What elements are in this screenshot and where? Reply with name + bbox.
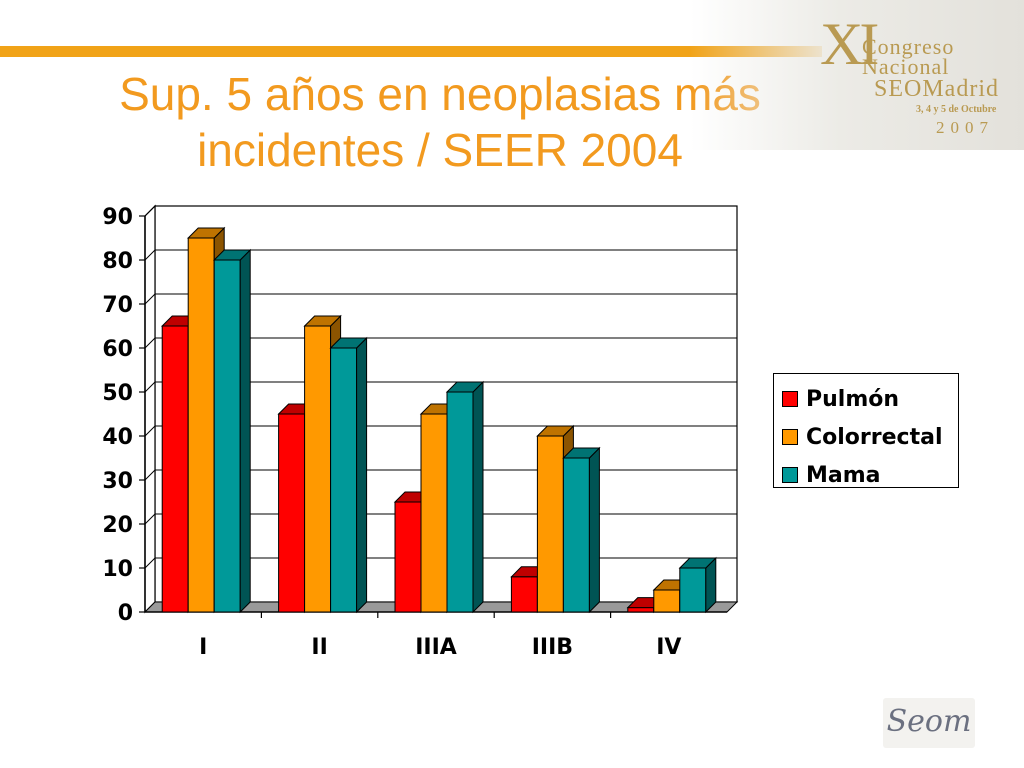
slide-title-line-1: Sup. 5 años en neoplasias más bbox=[119, 68, 761, 120]
gridline-side-90 bbox=[144, 205, 156, 217]
bar-top-Colorrectal-I bbox=[186, 227, 226, 239]
bar-Colorrectal-I bbox=[187, 237, 215, 613]
bar-top-Mama-II bbox=[329, 337, 368, 349]
congress-logo-line-2: Nacional bbox=[862, 54, 950, 79]
x-tick-label-IIIA: IIIA bbox=[415, 635, 457, 660]
chart-legend: Pulmón Colorrectal Mama bbox=[773, 373, 959, 488]
legend-swatch-Colorrectal bbox=[782, 429, 798, 445]
y-tick-label-50: 50 bbox=[102, 381, 133, 406]
bar-Pulmón-II bbox=[278, 413, 306, 613]
bar-Colorrectal-IIIA bbox=[420, 413, 448, 613]
legend-swatch-Mama bbox=[782, 467, 798, 483]
legend-label-Mama: Mama bbox=[806, 462, 881, 488]
bar-top-Mama-IIIA bbox=[445, 381, 485, 393]
congress-logo-line-3: SEOMadrid bbox=[874, 76, 999, 102]
gridline-side-30 bbox=[144, 469, 156, 481]
bar-side-Mama-I bbox=[239, 248, 251, 614]
congress-logo: XI Congreso Nacional SEOMadrid 3, 4 y 5 … bbox=[690, 0, 1024, 150]
bar-side-Mama-II bbox=[356, 336, 368, 614]
slide-title: Sup. 5 años en neoplasias más incidentes… bbox=[40, 66, 840, 178]
gridline-side-60 bbox=[144, 337, 156, 349]
seom-logo-text: Seom bbox=[886, 704, 972, 739]
congress-logo-background bbox=[690, 0, 1024, 150]
legend-item-Colorrectal: Colorrectal bbox=[782, 418, 958, 456]
top-rule bbox=[0, 46, 822, 57]
bar-Pulmón-IIIB bbox=[510, 576, 538, 613]
x-tick-label-I: I bbox=[199, 635, 207, 660]
gridline-side-70 bbox=[144, 293, 156, 305]
legend-item-Pulmón: Pulmón bbox=[782, 380, 958, 418]
bar-top-Mama-IV bbox=[678, 557, 718, 569]
bar-Pulmón-I bbox=[161, 325, 189, 613]
bar-top-Colorrectal-IIIB bbox=[536, 425, 575, 437]
chart-plot-side-wall bbox=[144, 204, 156, 614]
congress-logo-line-5: 2007 bbox=[936, 118, 994, 137]
x-tick-label-IV: IV bbox=[656, 635, 681, 660]
legend-swatch-Pulmón bbox=[782, 391, 798, 407]
bar-Pulmón-IIIA bbox=[394, 501, 422, 613]
bar-Mama-I bbox=[213, 259, 241, 613]
y-tick-label-60: 60 bbox=[102, 337, 133, 362]
bar-Mama-II bbox=[330, 347, 358, 613]
x-tick-label-IIIB: IIIB bbox=[532, 635, 573, 660]
congress-logo-roman: XI bbox=[820, 11, 879, 77]
bar-side-Mama-IIIB bbox=[588, 446, 600, 614]
legend-label-Colorrectal: Colorrectal bbox=[806, 424, 943, 450]
bar-Colorrectal-II bbox=[304, 325, 332, 613]
y-tick-label-30: 30 bbox=[102, 469, 133, 494]
bar-top-Mama-I bbox=[212, 249, 252, 261]
bar-Mama-IIIA bbox=[446, 391, 474, 613]
y-tick-label-20: 20 bbox=[102, 513, 133, 538]
bar-side-Mama-IIIA bbox=[472, 380, 484, 614]
bar-Mama-IV bbox=[679, 567, 707, 613]
y-tick-label-0: 0 bbox=[118, 601, 133, 626]
slide-title-line-2: incidentes / SEER 2004 bbox=[197, 124, 683, 176]
bar-Colorrectal-IV bbox=[653, 589, 681, 613]
bar-Colorrectal-IIIB bbox=[536, 435, 564, 613]
bar-Pulmón-IV bbox=[627, 607, 655, 613]
bar-Mama-IIIB bbox=[562, 457, 590, 613]
gridline-side-10 bbox=[144, 557, 156, 569]
y-tick-label-40: 40 bbox=[102, 425, 133, 450]
y-tick-label-10: 10 bbox=[102, 557, 133, 582]
congress-logo-line-4: 3, 4 y 5 de Octubre bbox=[916, 104, 997, 115]
gridline-side-80 bbox=[144, 249, 156, 261]
bar-top-Mama-IIIB bbox=[562, 447, 601, 459]
bar-top-Colorrectal-II bbox=[303, 315, 342, 327]
x-tick-label-II: II bbox=[311, 635, 327, 660]
y-tick-label-90: 90 bbox=[102, 205, 133, 230]
y-tick-label-80: 80 bbox=[102, 249, 133, 274]
gridline-side-20 bbox=[144, 513, 156, 525]
legend-label-Pulmón: Pulmón bbox=[806, 386, 900, 412]
gridline-side-50 bbox=[144, 381, 156, 393]
congress-logo-line-1: Congreso bbox=[862, 34, 955, 59]
seom-logo: Seom bbox=[883, 698, 975, 748]
legend-item-Mama: Mama bbox=[782, 456, 958, 494]
y-tick-label-70: 70 bbox=[102, 293, 133, 318]
gridline-side-40 bbox=[144, 425, 156, 437]
